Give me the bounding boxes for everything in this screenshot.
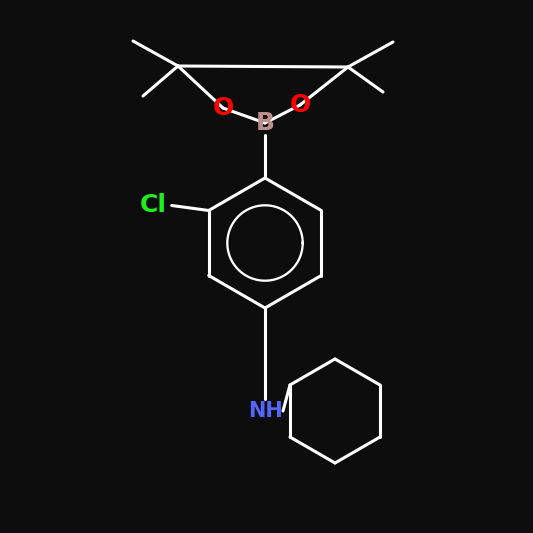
Text: O: O [289, 93, 311, 117]
Text: B: B [255, 111, 274, 135]
Text: NH: NH [248, 401, 282, 421]
Text: O: O [212, 96, 233, 120]
Text: Cl: Cl [140, 193, 167, 217]
